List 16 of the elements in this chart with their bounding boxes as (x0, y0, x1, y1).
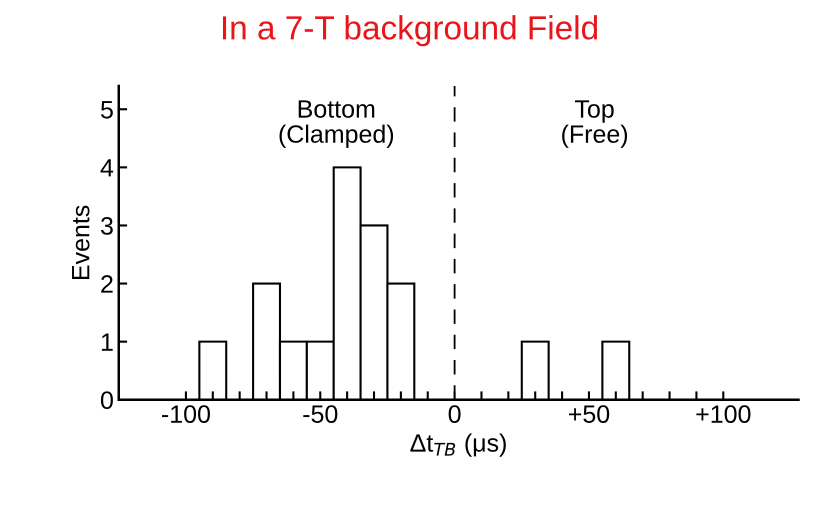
y-tick-label: 4 (100, 159, 114, 176)
x-tick-label: 0 (448, 405, 461, 423)
x-tick-label: -100 (162, 405, 210, 423)
y-tick-label: 3 (100, 217, 113, 235)
y-axis-title: Events (72, 206, 90, 280)
chart-title: In a 7-T background Field (222, 15, 597, 46)
y-tick-label: 2 (101, 275, 113, 293)
annotation: Top (Free) (562, 100, 628, 148)
x-tick-label: +50 (568, 405, 610, 423)
x-axis-title: Δt$_{TB}$ (μs) (410, 433, 506, 457)
y-tick-label: 0 (100, 391, 113, 410)
y-tick-label: 5 (100, 101, 113, 119)
y-tick-label: 1 (102, 334, 113, 351)
x-tick-label: +100 (696, 405, 750, 423)
x-tick-label: -50 (303, 405, 338, 423)
annotation: Bottom (Clamped) (279, 100, 394, 148)
